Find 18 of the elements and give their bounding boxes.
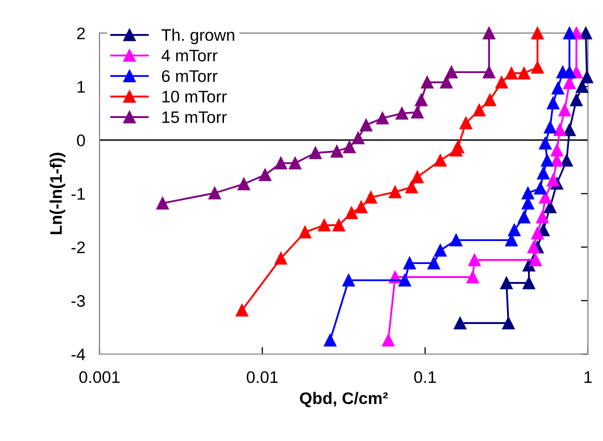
legend-label: 6 mTorr — [162, 70, 218, 82]
y-axis-title: Ln(-ln(1-f)) — [50, 152, 66, 234]
legend-label: Th. grown — [162, 28, 234, 44]
y-tick-label: -2 — [72, 242, 85, 254]
x-tick-label: 0.01 — [246, 371, 278, 384]
y-tick-label: 0 — [76, 134, 85, 146]
y-tick-label: 2 — [77, 27, 85, 40]
y-tick-label: -1 — [72, 188, 85, 200]
x-tick-label: 0.001 — [79, 371, 120, 384]
y-tick-label: -3 — [72, 295, 85, 307]
y-tick-label: 1 — [78, 81, 85, 93]
legend-label: 15 mTorr — [162, 111, 227, 124]
x-axis-title: Qbd, C/cm² — [300, 392, 388, 408]
legend-label: 4 mTorr — [162, 50, 218, 62]
x-tick-label: 0.1 — [414, 371, 436, 384]
legend-label: 10 mTorr — [162, 90, 227, 103]
y-tick-label: -4 — [72, 348, 86, 360]
x-tick-label: 1 — [584, 371, 592, 383]
